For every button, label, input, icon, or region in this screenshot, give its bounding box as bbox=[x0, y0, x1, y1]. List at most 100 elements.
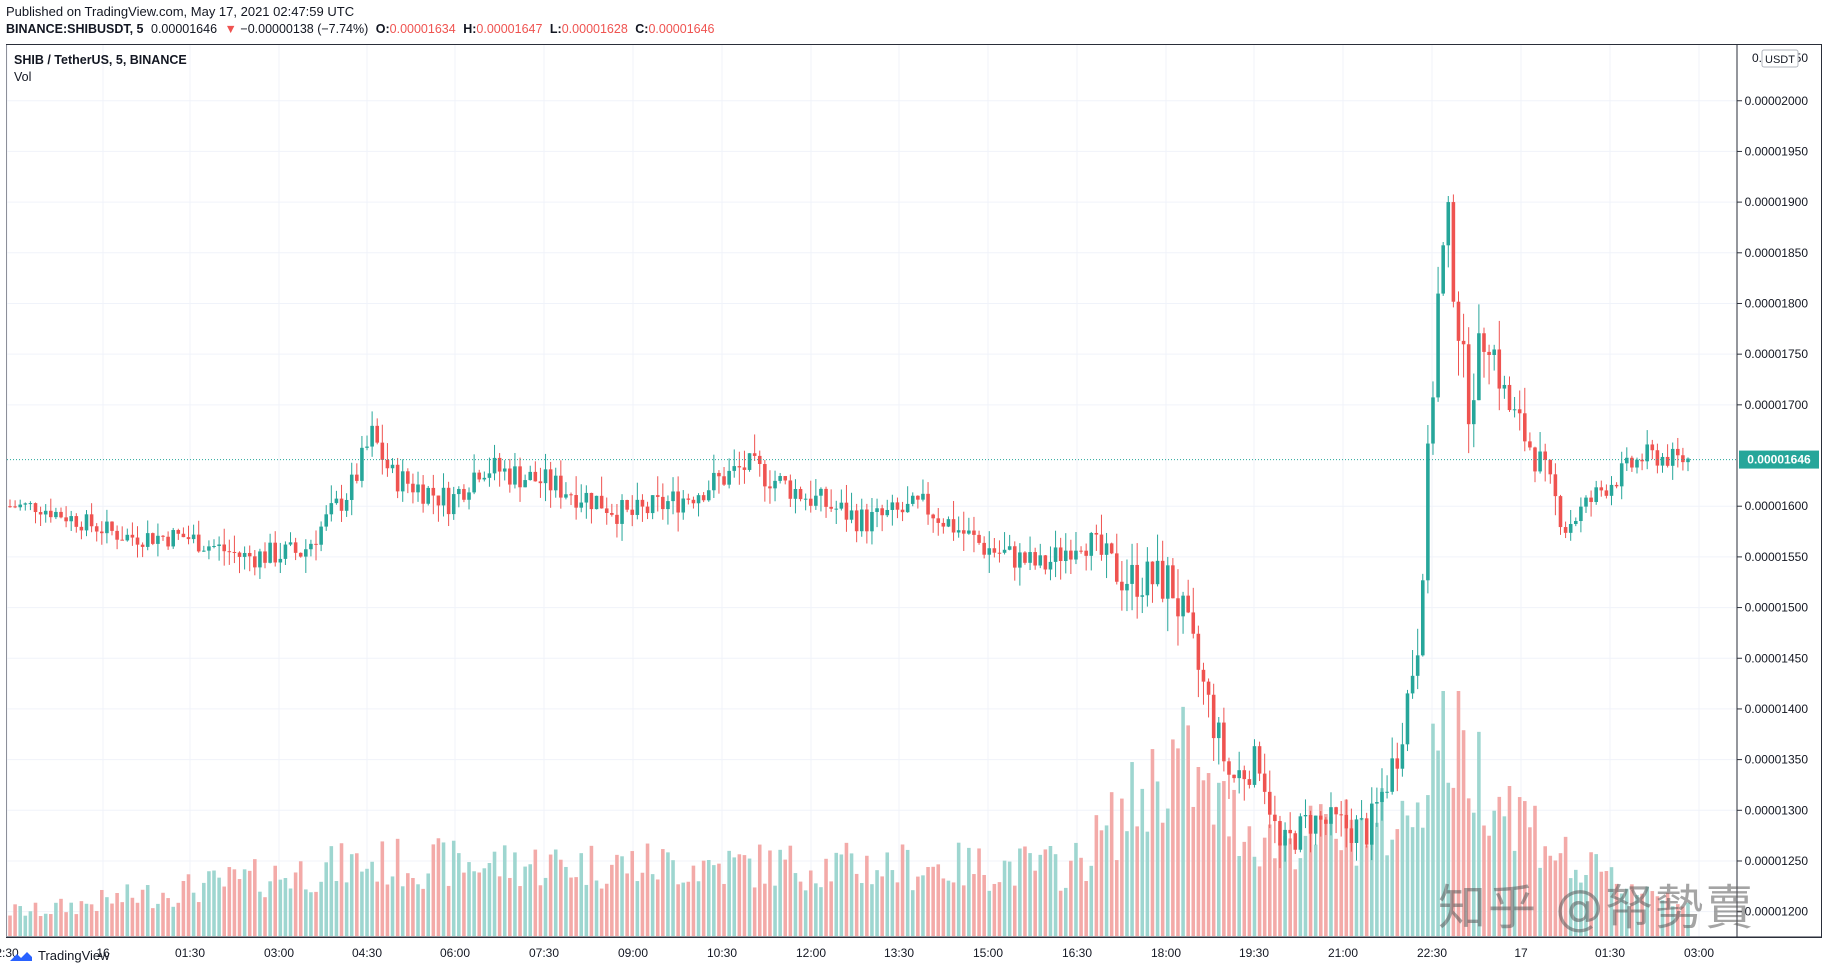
volume-bar bbox=[967, 847, 971, 936]
candle-body bbox=[1451, 202, 1456, 302]
candle-body bbox=[217, 544, 221, 547]
volume-bar bbox=[1507, 786, 1512, 936]
candle-body bbox=[1589, 497, 1593, 502]
volume-bar bbox=[1650, 891, 1655, 936]
volume-bar bbox=[752, 887, 757, 936]
x-tick-label: 06:00 bbox=[440, 946, 470, 960]
volume-bar bbox=[487, 863, 492, 936]
volume-bar bbox=[1619, 893, 1624, 936]
candle-body bbox=[1594, 487, 1598, 502]
candle-body bbox=[375, 425, 380, 443]
candle-body bbox=[406, 471, 410, 484]
volume-bar bbox=[528, 864, 533, 936]
volume-bar bbox=[1216, 782, 1221, 936]
volume-bar bbox=[94, 910, 99, 936]
candle-body bbox=[559, 475, 563, 498]
volume-bar bbox=[1665, 892, 1670, 936]
volume-bar bbox=[339, 843, 344, 936]
candle-body bbox=[686, 498, 691, 500]
y-tick-label: 0.00001600 bbox=[1745, 499, 1809, 513]
volume-bar bbox=[604, 883, 609, 936]
volume-bar bbox=[54, 902, 58, 936]
volume-bar bbox=[191, 892, 196, 936]
candle-body bbox=[436, 495, 441, 506]
candle-body bbox=[400, 471, 405, 492]
candle-body bbox=[1670, 448, 1675, 466]
volume-bar bbox=[1084, 881, 1088, 936]
volume-bar bbox=[1441, 691, 1445, 936]
volume-bar bbox=[666, 852, 670, 936]
candle-body bbox=[926, 493, 930, 515]
volume-bar bbox=[288, 888, 293, 936]
volume-bar bbox=[156, 903, 160, 936]
volume-bar bbox=[1339, 850, 1343, 936]
candle-body bbox=[1614, 484, 1619, 487]
candle-body bbox=[946, 519, 951, 527]
volume-bar bbox=[1461, 730, 1466, 936]
volume-bar bbox=[579, 853, 584, 936]
volume-bar bbox=[1089, 865, 1094, 936]
candle-body bbox=[1069, 550, 1073, 560]
volume-bar bbox=[237, 879, 242, 936]
candle-body bbox=[1686, 458, 1690, 463]
candle-body bbox=[778, 476, 782, 481]
candle-body bbox=[1160, 560, 1165, 599]
volume-bar bbox=[222, 886, 226, 936]
candle-body bbox=[814, 495, 818, 506]
candle-body bbox=[1002, 549, 1007, 553]
candle-body bbox=[518, 466, 522, 488]
candle-body bbox=[74, 516, 79, 527]
volume-bar bbox=[1104, 825, 1109, 936]
tradingview-logo[interactable]: TradingView bbox=[8, 948, 110, 963]
volume-bar bbox=[681, 882, 686, 936]
x-tick-label: 07:30 bbox=[529, 946, 559, 960]
volume-bar bbox=[115, 892, 119, 936]
candle-body bbox=[487, 473, 492, 478]
volume-bar bbox=[1023, 846, 1027, 936]
candle-body bbox=[186, 537, 191, 540]
volume-bar bbox=[676, 884, 680, 936]
y-tick-label: 0.00001800 bbox=[1745, 296, 1809, 310]
volume-bar bbox=[936, 864, 941, 936]
volume-bar bbox=[650, 874, 655, 936]
volume-bar bbox=[1655, 896, 1660, 936]
candle-body bbox=[921, 493, 925, 500]
candle-body bbox=[1242, 770, 1247, 780]
volume-bar bbox=[513, 852, 517, 936]
volume-bar bbox=[441, 842, 446, 936]
candle-body bbox=[875, 508, 879, 512]
volume-bar bbox=[1523, 801, 1527, 936]
candle-body bbox=[1324, 819, 1328, 824]
y-tick-label: 0.00002000 bbox=[1745, 94, 1809, 108]
candle-body bbox=[191, 534, 196, 540]
volume-bar bbox=[1579, 882, 1583, 936]
candle-body bbox=[1318, 815, 1323, 820]
y-tick-label: 0.00001550 bbox=[1745, 550, 1809, 564]
candle-body bbox=[1267, 791, 1272, 815]
volume-bar bbox=[176, 902, 181, 936]
candle-body bbox=[1574, 521, 1578, 525]
change-down-icon: ▼ bbox=[224, 22, 237, 36]
volume-bar bbox=[140, 889, 145, 936]
volume-bar bbox=[1400, 800, 1405, 936]
candle-body bbox=[824, 488, 828, 507]
volume-bar bbox=[599, 888, 604, 936]
volume-bar bbox=[344, 882, 349, 936]
symbol: BINANCE:SHIBUSDT, 5 bbox=[6, 22, 144, 36]
low-value: 0.00001628 bbox=[561, 22, 628, 36]
volume-bar bbox=[1543, 846, 1547, 936]
x-tick-label: 13:30 bbox=[884, 946, 914, 960]
candle-body bbox=[176, 530, 181, 534]
candle-body bbox=[717, 472, 721, 477]
candle-body bbox=[768, 486, 772, 489]
candle-body bbox=[1344, 814, 1349, 829]
volume-bar bbox=[1359, 817, 1364, 936]
candle-body bbox=[1655, 450, 1660, 466]
volume-bar bbox=[1477, 731, 1481, 936]
volume-bar bbox=[349, 854, 354, 936]
candle-body bbox=[1063, 550, 1068, 562]
x-tick-label: 18:00 bbox=[1151, 946, 1181, 960]
volume-bar bbox=[492, 851, 497, 936]
candle-body bbox=[513, 466, 517, 485]
